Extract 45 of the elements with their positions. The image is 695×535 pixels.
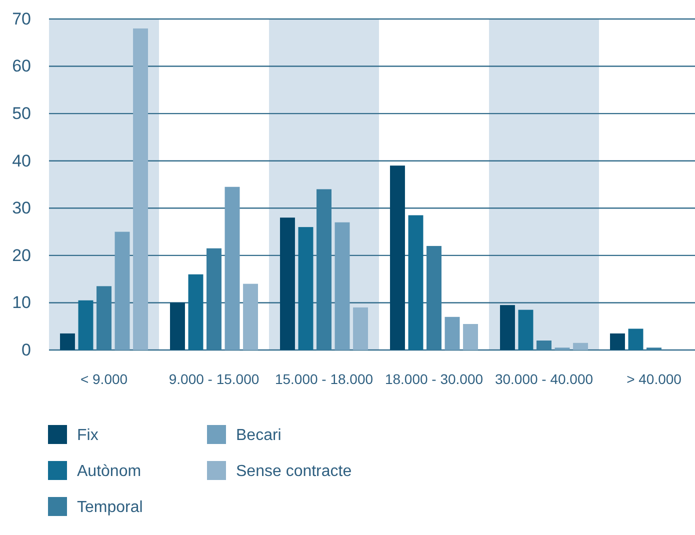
y-tick-label: 0 [22,340,31,360]
bar [114,232,130,350]
x-tick-label: 9.000 - 15.000 [168,370,260,387]
legend-label: Fix [77,427,98,444]
bar [444,316,460,350]
bar [628,328,644,350]
bar [280,218,295,350]
legend-label: Sense contracte [236,463,352,480]
bar [170,302,185,350]
bar [463,324,478,350]
bar [334,222,350,350]
x-tick-label: < 9.000 [80,370,128,387]
bar [408,215,424,350]
y-tick-label: 60 [12,56,31,76]
bar [390,166,405,350]
bar [518,310,534,350]
bar [298,227,314,350]
y-tick-label: 40 [12,151,31,170]
bar [573,342,588,350]
legend-label: Autònom [77,463,142,480]
bar [60,333,75,350]
bar [243,284,258,350]
bar [133,28,148,350]
bar [78,300,94,350]
y-tick-label: 30 [12,198,31,218]
bar [536,340,552,350]
legend-label: Becari [236,427,282,444]
bar [610,333,625,350]
bar [316,189,332,350]
bar [224,186,240,350]
y-tick-label: 70 [12,9,31,28]
bar [96,286,112,350]
bar [188,274,204,350]
y-tick-label: 20 [12,246,31,265]
bar [426,246,442,350]
x-tick-label: 15.000 - 18.000 [274,370,374,387]
x-tick-label: > 40.000 [626,370,682,387]
y-tick-label: 50 [12,104,31,124]
x-tick-label: 30.000 - 40.000 [494,370,594,387]
x-tick-label: 18.000 - 30.000 [384,370,484,387]
y-tick-label: 10 [12,293,31,312]
bar [206,248,222,350]
bar [500,305,515,350]
legend-label: Temporal [77,499,143,516]
bar [353,307,368,350]
